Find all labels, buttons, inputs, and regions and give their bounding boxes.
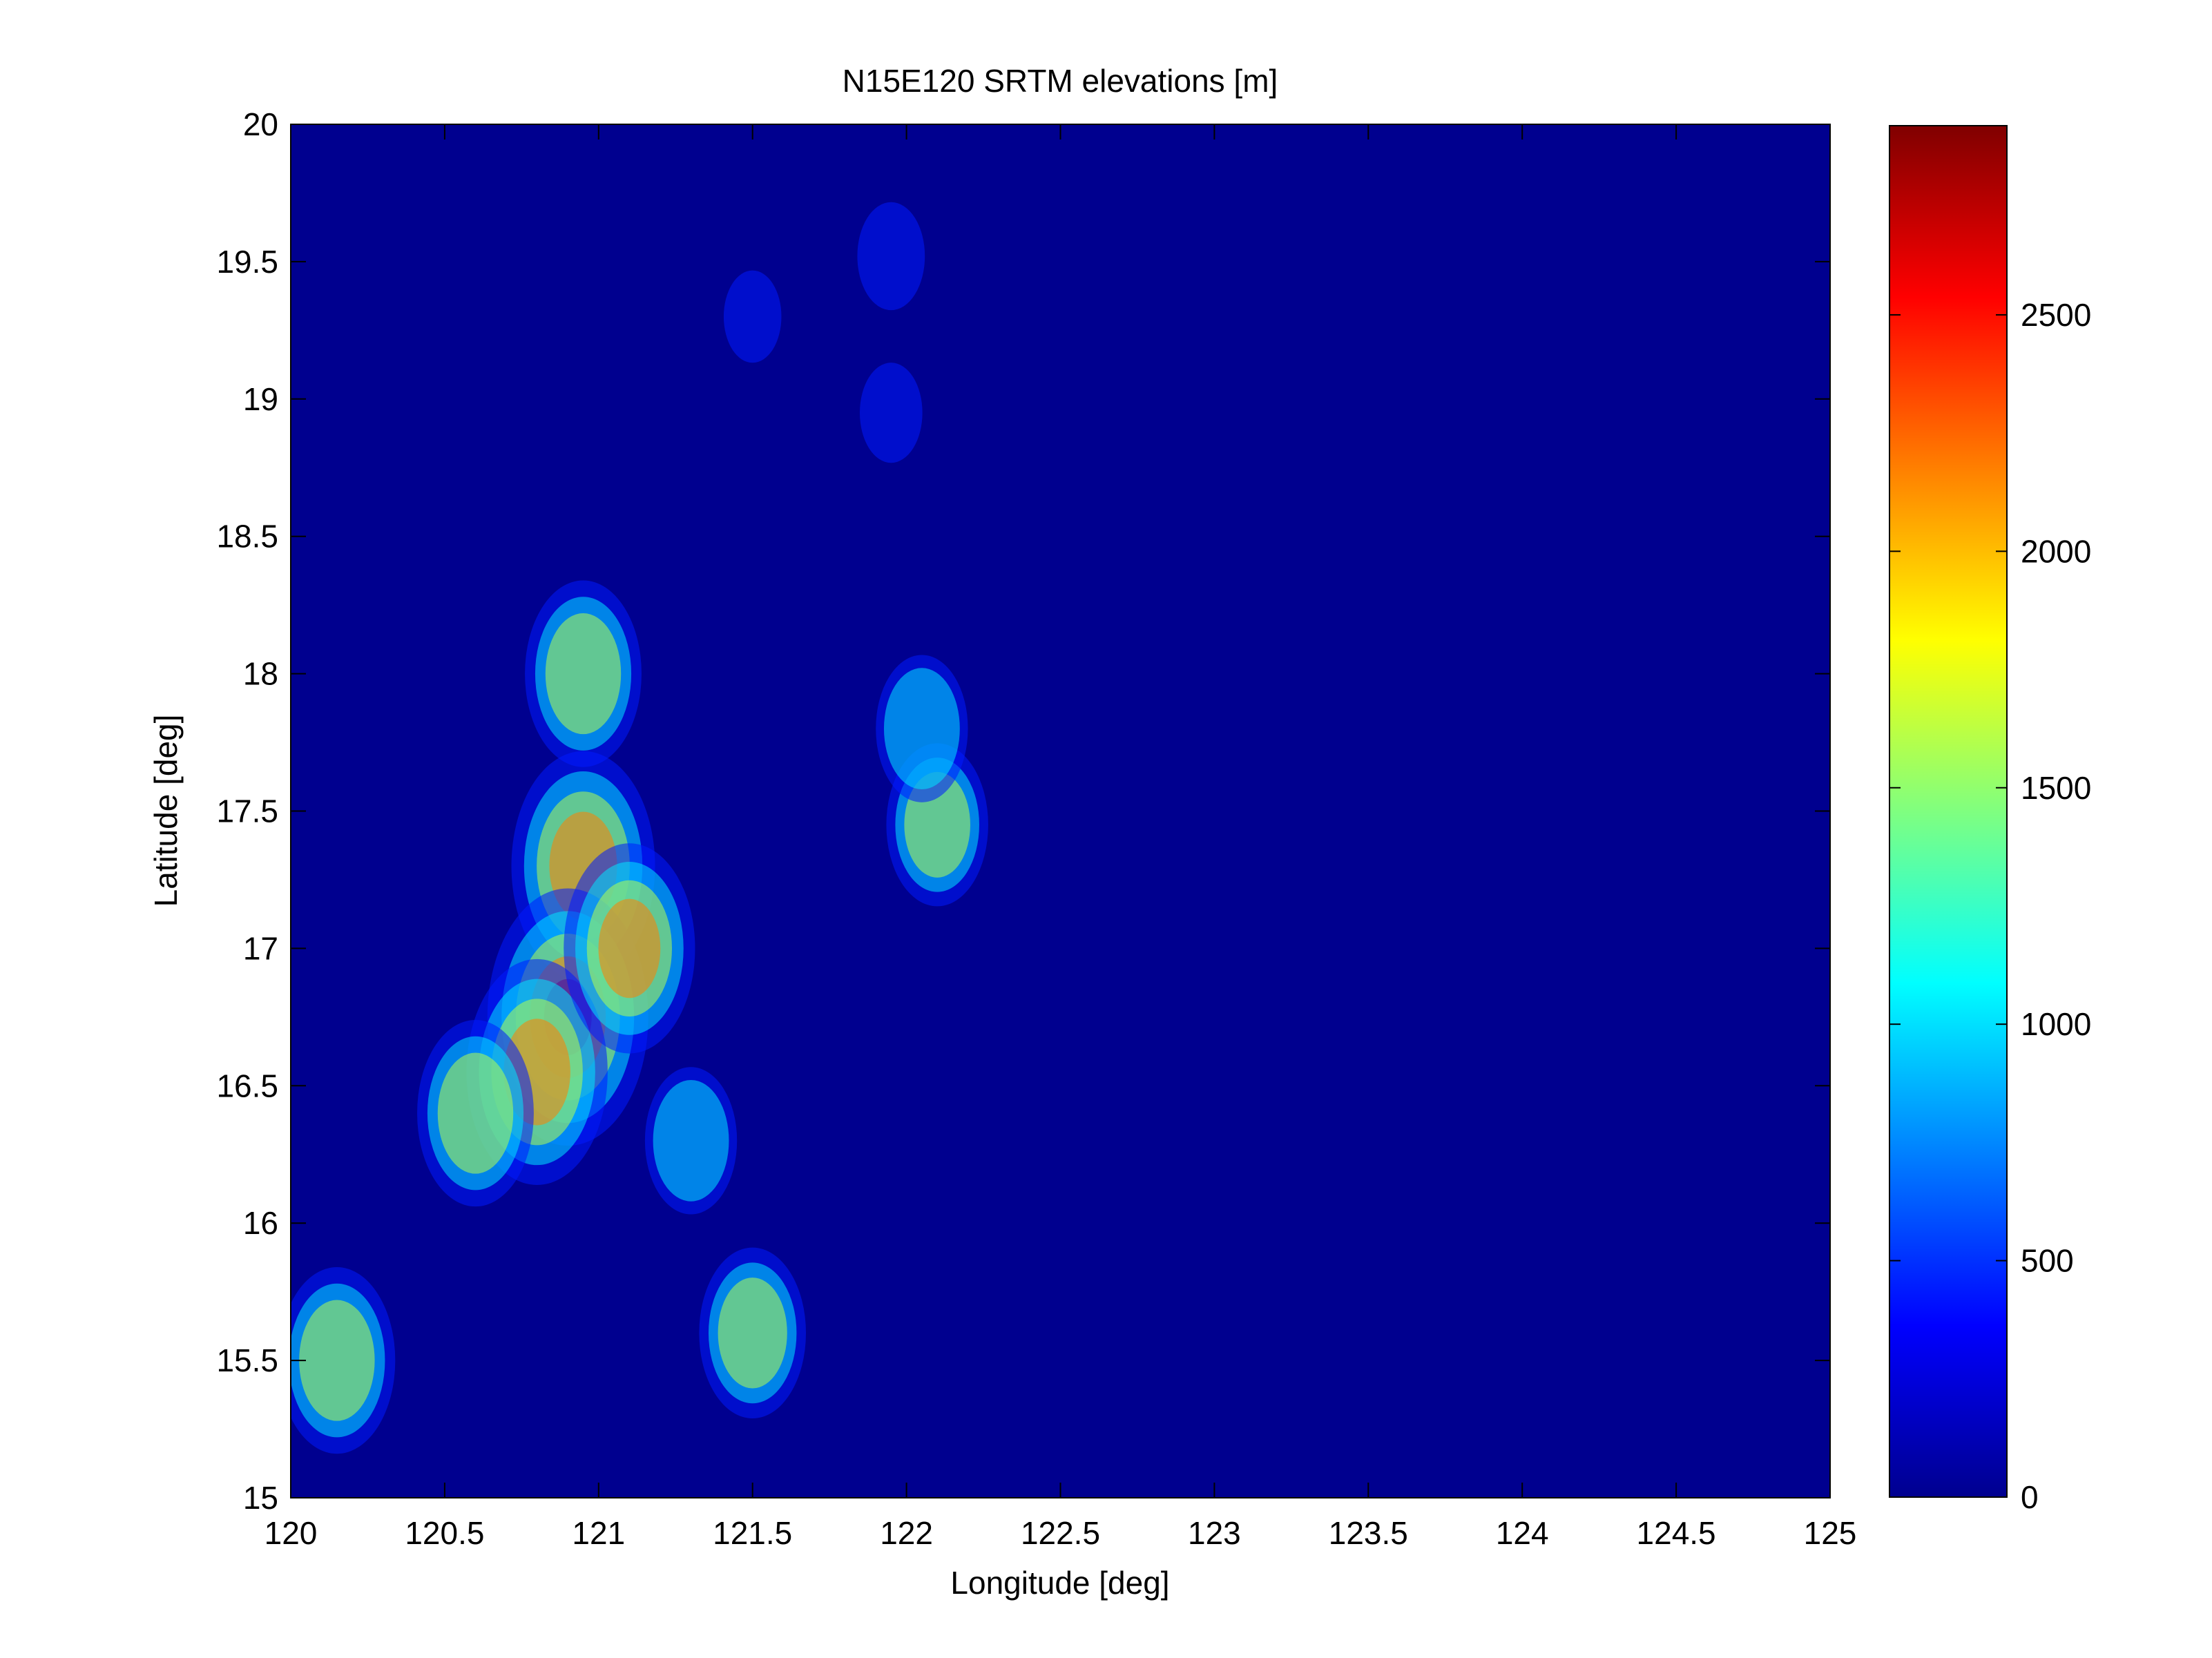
colorbar-tick-label: 1000: [2021, 1006, 2091, 1042]
x-tick-labels: 120 120.5 121 121.5 122 122.5 123 123.5 124 124.5…: [265, 1515, 1857, 1551]
elevation-contour: [883, 668, 960, 790]
x-tick-label: 121.5: [713, 1515, 792, 1551]
colorbar: 0 500 1000 1500 2000 2500: [1889, 125, 2091, 1515]
y-tick-label: 15.5: [216, 1342, 278, 1378]
elevation-feature: [644, 1067, 738, 1215]
y-tick-labels: 15 15.5 16 16.5 17 17.5 18 18.5 19 19.5 20: [216, 106, 278, 1516]
x-tick-label: 124: [1496, 1515, 1549, 1551]
x-tick-label: 121: [572, 1515, 625, 1551]
colorbar-gradient: [1889, 126, 2007, 1497]
elevation-contour: [545, 613, 622, 735]
x-axis-label: Longitude [deg]: [950, 1565, 1169, 1601]
plot-frame: [290, 124, 1831, 1498]
heatmap-features: [291, 202, 988, 1454]
colorbar-tick-label: 500: [2021, 1243, 2074, 1279]
x-tick-label: 123: [1188, 1515, 1241, 1551]
x-tick-label: 124.5: [1637, 1515, 1716, 1551]
elevation-contour: [437, 1052, 514, 1174]
elevation-contour: [299, 1300, 375, 1421]
elevation-feature: [525, 580, 642, 767]
y-tick-label: 20: [243, 106, 278, 142]
elevation-contour: [718, 1278, 787, 1389]
y-tick-label: 18.5: [216, 519, 278, 555]
x-tick-label: 125: [1804, 1515, 1857, 1551]
plot-area: [290, 124, 1831, 1498]
elevation-feature: [857, 202, 925, 311]
elevation-feature: [859, 363, 923, 463]
elevation-contour: [859, 363, 923, 463]
colorbar-ticks: 0 500 1000 1500 2000 2500: [1889, 297, 2091, 1515]
elevation-contour: [598, 898, 661, 999]
x-tick-label: 120: [265, 1515, 318, 1551]
colorbar-tick-label: 0: [2021, 1479, 2039, 1515]
y-tick-label: 17.5: [216, 793, 278, 829]
elevation-contour: [653, 1079, 729, 1202]
y-tick-label: 17: [243, 930, 278, 966]
y-axis-label: Latitude [deg]: [148, 715, 184, 907]
y-tick-label: 15: [243, 1480, 278, 1516]
y-tick-label: 16.5: [216, 1068, 278, 1103]
colorbar-tick-label: 2000: [2021, 533, 2091, 569]
y-tick-label: 16: [243, 1205, 278, 1241]
elevation-feature: [564, 843, 695, 1054]
colorbar-tick-label: 1500: [2021, 770, 2091, 806]
elevation-contour: [857, 202, 925, 311]
chart-title: N15E120 SRTM elevations [m]: [843, 63, 1278, 99]
elevation-feature: [417, 1019, 534, 1207]
x-tick-label: 122.5: [1021, 1515, 1100, 1551]
x-tick-label: 123.5: [1329, 1515, 1408, 1551]
y-tick-label: 19: [243, 381, 278, 417]
x-tick-label: 120.5: [405, 1515, 484, 1551]
elevation-feature: [466, 958, 608, 1185]
elevation-feature: [876, 655, 968, 802]
y-tick-label: 18: [243, 656, 278, 692]
elevation-feature: [291, 1267, 396, 1454]
elevation-feature: [723, 270, 782, 363]
colorbar-tick-label: 2500: [2021, 297, 2091, 333]
elevation-contour: [723, 270, 782, 363]
x-tick-label: 122: [880, 1515, 933, 1551]
colorbar-frame: [1889, 125, 2008, 1498]
y-tick-label: 19.5: [216, 244, 278, 280]
elevation-feature: [699, 1247, 807, 1419]
